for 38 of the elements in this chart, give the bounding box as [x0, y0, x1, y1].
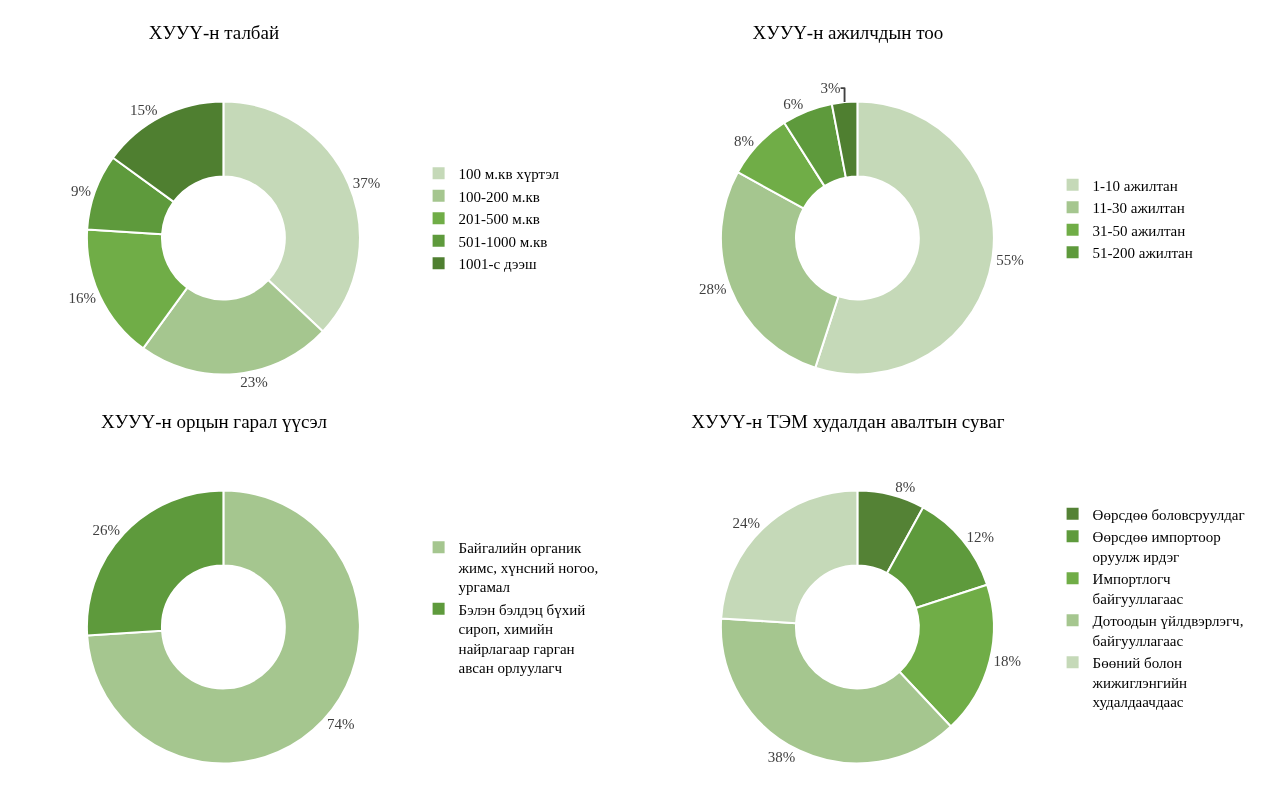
data-label: 6%	[783, 96, 804, 113]
legend-label: Өөрсдөө импортоор оруулж ирдэг	[1092, 529, 1221, 565]
legend-label: Бөөний болон жижиглэнгийн худалдаачдаас	[1091, 655, 1187, 711]
legend-label: Өөрсдөө боловсруулдаг	[1092, 506, 1245, 523]
chart-title: ХУУҮ-н орцын гарал үүсэл	[100, 410, 328, 432]
legend-label: 1001-с дээш	[458, 256, 537, 273]
donut-slice	[86, 489, 361, 765]
data-label: 8%	[733, 132, 754, 149]
data-label: 37%	[352, 174, 381, 191]
legend-label: 100 м.кв хүртэл	[458, 166, 560, 183]
data-label: 16%	[68, 289, 96, 306]
data-label: 24%	[732, 515, 760, 532]
legend-label: 1-10 ажилтан	[1092, 177, 1178, 194]
legend-label: Байгалийн органик жимс, хүнсний ногоо, ургамал	[457, 540, 599, 596]
data-label: 9%	[70, 182, 91, 199]
data-label: 55%	[996, 251, 1024, 268]
legend-label: 51-200 ажилтан	[1092, 245, 1193, 262]
legend-label: Импортлогч байгууллагаас	[1092, 571, 1184, 607]
data-label: 26%	[92, 521, 120, 538]
legend-label: 100-200 м.кв	[458, 188, 540, 205]
data-label: 38%	[767, 749, 796, 766]
data-label: 8%	[895, 479, 916, 496]
legend-label: 11-30 ажилтан	[1092, 200, 1185, 217]
legend-label: Дотоодын үйлдвэрлэгч, байгууллагаас	[1092, 613, 1244, 649]
data-label: 3%	[820, 80, 841, 97]
data-label: 15%	[129, 102, 158, 119]
chart-title: ХУУҮ-н ТЭМ худалдан авалтын суваг	[691, 410, 1005, 432]
legend-label: 501-1000 м.кв	[458, 233, 548, 250]
data-label: 74%	[326, 716, 355, 733]
chart-title: ХУУҮ-н талбай	[148, 21, 280, 43]
data-label: 12%	[966, 528, 995, 545]
data-label: 18%	[993, 653, 1022, 670]
legend-label: 31-50 ажилтан	[1092, 222, 1186, 239]
data-label: 28%	[698, 281, 727, 298]
chart-title: ХУУҮ-н ажилчдын тоо	[752, 21, 944, 43]
data-label: 23%	[240, 373, 268, 390]
legend-label: 201-500 м.кв	[458, 211, 540, 228]
legend-label: Бэлэн бэлдэц бүхий сироп, химийн найрлагаар гарган авсан орлуулагч	[458, 601, 586, 677]
